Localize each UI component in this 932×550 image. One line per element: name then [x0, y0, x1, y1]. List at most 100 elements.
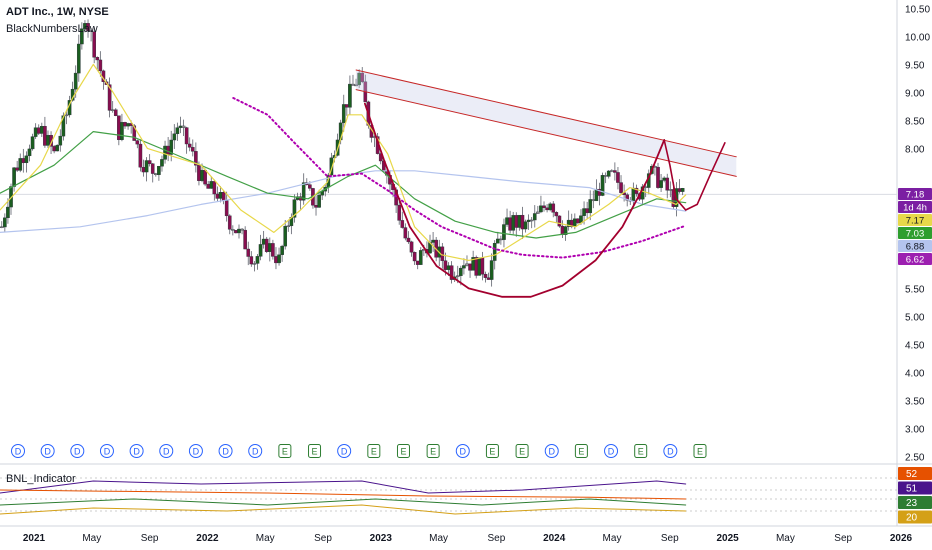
candle-body	[532, 213, 537, 221]
candle-body	[203, 169, 207, 185]
candle-body	[418, 250, 423, 265]
candle-body	[80, 28, 84, 45]
candle-body	[92, 31, 96, 58]
candle-body	[98, 59, 103, 72]
x-tick-label: 2024	[543, 533, 566, 544]
x-tick-label: Sep	[141, 533, 159, 544]
earnings-marker	[426, 444, 440, 458]
candle-body	[600, 175, 605, 196]
time-axis[interactable]: 2021 May Sep 2022 May Sep 2023 May Sep 2024 May Sep…	[23, 533, 913, 544]
candle-body	[446, 265, 451, 270]
dividend-marker	[663, 444, 678, 458]
dividend-marker	[99, 444, 114, 458]
candle-body	[477, 257, 482, 276]
event-marker-label: E	[638, 447, 644, 457]
candle-body	[255, 256, 260, 264]
bnl-value-label: 52	[906, 469, 918, 480]
event-marker-label: E	[282, 447, 288, 457]
candle-body	[656, 166, 660, 188]
y-tick-label: 8.50	[905, 116, 925, 127]
ma-mid-line	[0, 131, 687, 239]
candle-body	[3, 217, 7, 228]
candle-body	[514, 215, 519, 228]
candle-body	[591, 199, 596, 202]
x-tick-label: 2025	[716, 533, 739, 544]
dividend-marker	[129, 444, 144, 458]
x-tick-label: 2026	[890, 533, 913, 544]
dividend-marker	[604, 444, 619, 458]
bnl-value-label: 20	[906, 513, 918, 524]
x-tick-label: 2022	[196, 533, 219, 544]
candle-body	[443, 260, 448, 270]
y-tick-label: 9.00	[905, 88, 925, 99]
candle-body	[138, 143, 143, 168]
candle-body	[665, 177, 670, 191]
bnl-value-label: 51	[906, 484, 918, 495]
candle-body	[354, 84, 358, 87]
candle-body	[594, 188, 599, 202]
candle-body	[523, 221, 528, 230]
candle-body	[403, 227, 408, 239]
price-badge	[898, 188, 932, 200]
event-marker-label: E	[400, 447, 406, 457]
candle-body	[634, 187, 639, 194]
cup-curve	[363, 102, 666, 298]
bnl-indicator-line	[0, 498, 687, 506]
candle-body	[110, 109, 115, 111]
event-marker-label: E	[519, 447, 525, 457]
candle-body	[187, 143, 192, 148]
candle-body	[459, 267, 463, 276]
event-marker-label: D	[460, 447, 467, 457]
price-badge	[898, 240, 932, 252]
price-axis[interactable]: 10.50 10.00 9.50 9.00 8.50 8.00 7.18 5.50 5.00 4.…	[905, 4, 930, 463]
event-marker-label: D	[341, 447, 348, 457]
candle-body	[400, 220, 405, 228]
candle-body	[529, 219, 534, 222]
event-marker-label: D	[667, 447, 674, 457]
event-marker-label: D	[104, 447, 111, 457]
candle-body	[483, 273, 488, 278]
bnl-pane-title[interactable]: BNL_Indicator	[6, 473, 76, 485]
price-badge-label: 6.62	[906, 255, 925, 266]
candle-body	[40, 126, 44, 134]
candle-body	[573, 218, 577, 227]
indicator-name[interactable]: BlackNumbersLaw	[6, 23, 98, 35]
earnings-marker	[396, 444, 410, 458]
y-tick-label: 3.00	[905, 424, 925, 435]
candle-body	[606, 170, 611, 177]
candle-body	[55, 144, 60, 152]
earnings-marker	[485, 444, 499, 458]
candle-body	[46, 135, 50, 146]
dividend-marker	[159, 444, 174, 458]
candle-body	[33, 127, 38, 137]
candle-body	[486, 277, 491, 280]
y-tick-label: 8.00	[905, 144, 925, 155]
candle-body	[12, 167, 16, 187]
event-marker-label: E	[371, 447, 377, 457]
x-tick-label: Sep	[834, 533, 852, 544]
candle-body	[489, 260, 494, 280]
bnl-indicator-pane[interactable]: 52 51 23 20	[0, 467, 932, 524]
candle-body	[560, 225, 565, 235]
candle-body	[95, 57, 100, 61]
candle-body	[317, 194, 321, 208]
candle-body	[261, 238, 266, 245]
price-badges: 7.18 1d 4h 7.17 7.03 6.88 6.62	[898, 188, 932, 266]
price-badge	[898, 214, 932, 226]
candle-body	[351, 83, 355, 86]
candle-body	[412, 251, 417, 262]
candle-body	[576, 218, 580, 224]
y-tick-label: 9.50	[905, 60, 925, 71]
candle-body	[520, 214, 525, 230]
x-tick-label: Sep	[488, 533, 506, 544]
event-marker-label: D	[44, 447, 51, 457]
price-badge	[898, 253, 932, 265]
earnings-marker	[693, 444, 707, 458]
candle-body	[209, 181, 214, 189]
symbol-title[interactable]: ADT Inc., 1W, NYSE	[6, 6, 109, 18]
candle-body	[557, 215, 562, 227]
candle-body	[243, 229, 247, 250]
